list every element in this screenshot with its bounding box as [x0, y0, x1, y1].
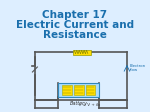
Text: Electron
flow: Electron flow	[130, 64, 146, 72]
Text: Chapter 17: Chapter 17	[42, 10, 107, 20]
Bar	[62, 85, 72, 95]
Bar	[74, 85, 84, 95]
Bar	[73, 50, 90, 55]
Text: Resistance: Resistance	[43, 30, 107, 40]
Text: Battery: Battery	[70, 101, 88, 106]
Bar	[86, 85, 95, 95]
Text: ε = V + ib: ε = V + ib	[79, 103, 100, 107]
Text: Electric Current and: Electric Current and	[16, 20, 134, 30]
Bar	[58, 83, 99, 97]
